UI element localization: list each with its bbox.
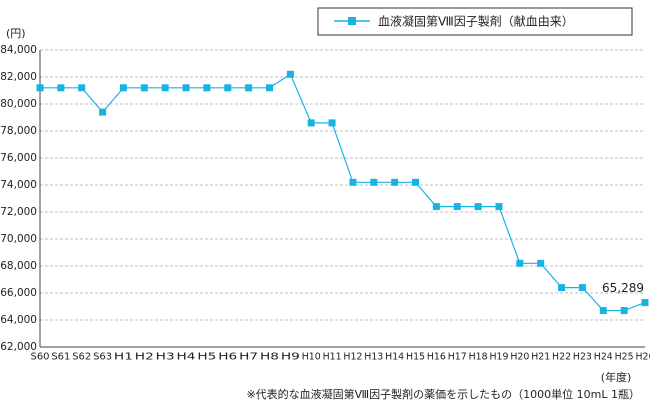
y-tick-label: 68,000 <box>0 260 37 272</box>
series-line <box>40 73 646 312</box>
legend-box <box>317 7 633 36</box>
data-label: 65,289 <box>602 281 644 295</box>
point-marker <box>537 259 545 267</box>
x-tick-label: H23 <box>573 352 592 363</box>
point-marker <box>432 203 440 211</box>
x-tick-label: H9 <box>281 352 300 363</box>
y-tick-label: 62,000 <box>0 341 37 353</box>
point-marker <box>99 108 107 116</box>
x-tick-label: S60 <box>31 352 50 363</box>
y-tick-label: 82,000 <box>0 71 37 83</box>
point-marker <box>620 307 628 315</box>
x-tick-label: H3 <box>156 352 175 363</box>
x-tick-label: H11 <box>323 352 342 363</box>
point-marker <box>412 178 420 186</box>
footnote: ※代表的な血液凝固第Ⅷ因子製剤の薬価を示したもの（1000単位 10mL 1瓶） <box>246 387 640 401</box>
point-marker <box>516 259 524 267</box>
x-tick-label: H26 <box>636 352 650 363</box>
x-tick-label: H7 <box>239 352 258 363</box>
legend-label: 血液凝固第Ⅷ因子製剤（献血由来） <box>378 14 574 29</box>
x-tick-label: S63 <box>93 352 112 363</box>
x-tick-label: H20 <box>510 352 529 363</box>
y-tick-label: 84,000 <box>0 44 37 56</box>
y-tick-label: 76,000 <box>0 152 37 164</box>
point-marker <box>182 84 190 92</box>
y-tick-label: 70,000 <box>0 233 37 245</box>
y-tick-label: 74,000 <box>0 179 37 191</box>
x-tick-label: H5 <box>197 352 216 363</box>
point-marker <box>453 203 461 211</box>
point-marker <box>558 284 566 292</box>
x-tick-label: H8 <box>260 352 279 363</box>
x-unit: (年度) <box>601 370 632 384</box>
point-marker <box>203 84 211 92</box>
point-marker <box>328 119 336 127</box>
x-tick-label: H12 <box>343 352 362 363</box>
point-marker <box>599 307 607 315</box>
point-marker <box>391 178 399 186</box>
point-marker <box>140 84 148 92</box>
x-tick-label: H13 <box>364 352 383 363</box>
point-marker <box>265 84 273 92</box>
x-tick-label: H15 <box>406 352 425 363</box>
x-tick-label: H16 <box>427 352 446 363</box>
x-tick-label: H14 <box>385 352 404 363</box>
point-marker <box>307 119 315 127</box>
point-marker <box>36 84 44 92</box>
x-tick-label: H24 <box>594 352 613 363</box>
point-marker <box>578 284 586 292</box>
point-marker <box>286 70 294 78</box>
x-tick-label: H22 <box>552 352 571 363</box>
point-marker <box>641 299 649 307</box>
x-tick-label: H10 <box>302 352 321 363</box>
x-tick-label: S61 <box>51 352 70 363</box>
x-tick-label: S62 <box>72 352 91 363</box>
x-tick-label: H1 <box>114 352 133 363</box>
x-tick-label: H17 <box>448 352 467 363</box>
x-tick-label: H18 <box>469 352 488 363</box>
point-marker <box>57 84 65 92</box>
point-marker <box>495 203 503 211</box>
y-tick-label: 80,000 <box>0 98 37 110</box>
x-tick-label: H19 <box>489 352 508 363</box>
point-marker <box>224 84 232 92</box>
x-tick-label: H4 <box>177 352 196 363</box>
point-marker <box>349 178 357 186</box>
y-tick-label: 64,000 <box>0 314 37 326</box>
legend-marker <box>348 17 356 25</box>
y-tick-label: 72,000 <box>0 206 37 218</box>
x-tick-label: H6 <box>218 352 237 363</box>
y-tick-label: 78,000 <box>0 125 37 137</box>
y-unit: (円) <box>6 27 26 40</box>
point-marker <box>370 178 378 186</box>
point-marker <box>119 84 127 92</box>
y-tick-label: 66,000 <box>0 287 37 299</box>
point-marker <box>245 84 253 92</box>
point-marker <box>161 84 169 92</box>
point-marker <box>78 84 86 92</box>
x-tick-label: H2 <box>135 352 154 363</box>
x-tick-label: H25 <box>615 352 634 363</box>
x-tick-label: H21 <box>531 352 550 363</box>
point-marker <box>474 203 482 211</box>
